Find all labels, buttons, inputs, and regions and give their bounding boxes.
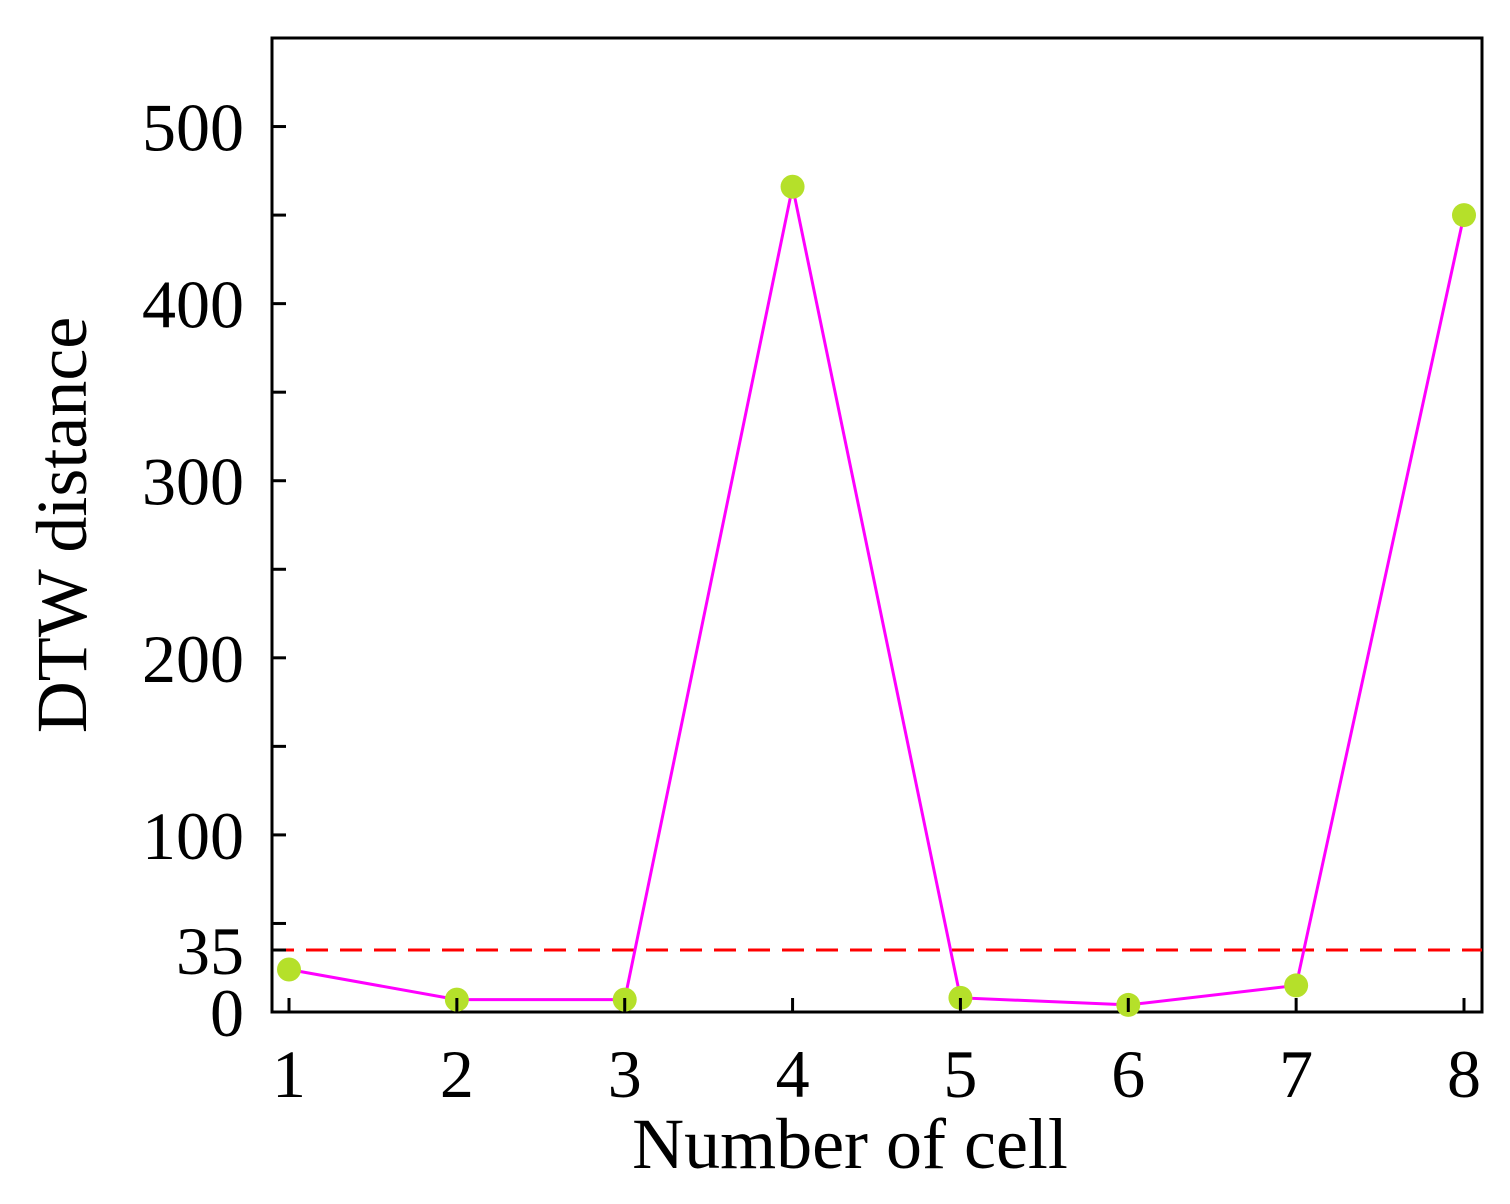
x-tick-label: 6: [1111, 1036, 1145, 1112]
series-layer: [277, 174, 1476, 1017]
x-tick-label: 7: [1279, 1036, 1313, 1112]
x-tick-label: 3: [608, 1036, 642, 1112]
y-tick-label: 0: [210, 975, 244, 1051]
y-tick-label: 35: [176, 913, 244, 989]
x-tick-label: 1: [272, 1036, 306, 1112]
y-tick-label: 400: [142, 267, 244, 343]
plot-frame-layer: [270, 36, 1484, 1014]
data-point: [1284, 973, 1309, 998]
data-point: [780, 174, 805, 199]
y-tick-label: 500: [142, 90, 244, 166]
x-axis-title: Number of cell: [632, 1104, 1068, 1184]
x-tick-label: 2: [440, 1036, 474, 1112]
data-point: [1452, 203, 1476, 228]
y-axis-ticks: 035 100 200 300 400 500: [142, 90, 286, 1051]
y-tick-label: 200: [142, 621, 244, 697]
data-point: [277, 957, 301, 982]
x-tick-label: 5: [943, 1036, 977, 1112]
x-tick-label: 4: [776, 1036, 810, 1112]
data-point: [948, 985, 973, 1010]
plot-frame: [270, 36, 1484, 1014]
y-tick-label: 300: [142, 444, 244, 520]
x-axis-ticks: 1 2 3 4 5 6 7 8: [272, 998, 1481, 1112]
y-axis-title: DTW distance: [22, 317, 102, 734]
y-tick-label: 100: [142, 798, 244, 874]
series-line: [288, 186, 1466, 1007]
x-tick-label: 8: [1447, 1036, 1481, 1112]
